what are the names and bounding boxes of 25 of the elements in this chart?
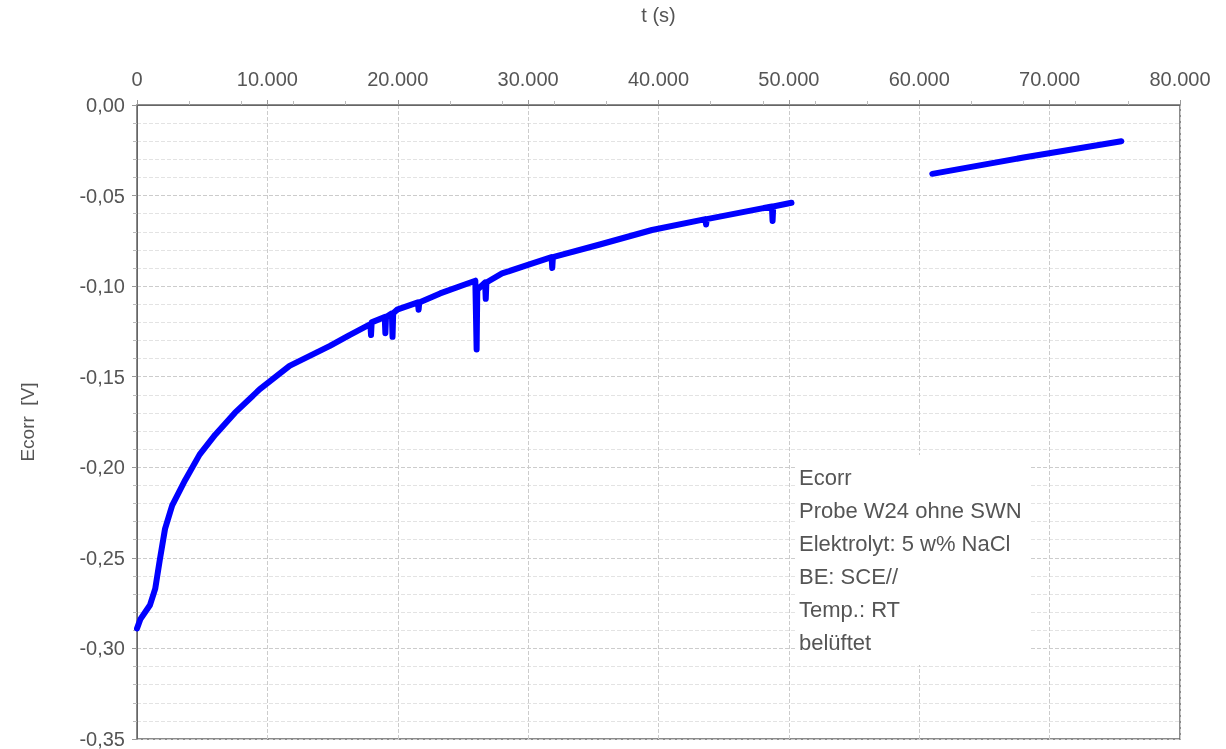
y-tick-label: -0,35 bbox=[79, 728, 125, 749]
x-tick-label: 30.000 bbox=[497, 68, 559, 90]
y-tick-label: -0,15 bbox=[79, 365, 125, 388]
annotation: Temp.: RT bbox=[799, 597, 901, 622]
x-tick-label: 80.000 bbox=[1149, 68, 1211, 90]
x-axis-title: t (s) bbox=[641, 4, 676, 26]
y-tick-label: -0,30 bbox=[79, 637, 125, 660]
annotation: Ecorr bbox=[799, 465, 852, 490]
y-tick-label: -0,20 bbox=[79, 456, 125, 479]
y-tick-label: 0,00 bbox=[86, 94, 125, 116]
y-axis-title: Ecorr [V] bbox=[17, 382, 38, 462]
x-tick-label: 70.000 bbox=[1019, 68, 1081, 90]
y-tick-label: -0,10 bbox=[79, 275, 125, 298]
x-tick-label: 20.000 bbox=[367, 68, 429, 90]
annotation: belüftet bbox=[799, 630, 872, 655]
annotation: Elektrolyt: 5 w% NaCl bbox=[799, 531, 1011, 556]
y-tick-label: -0,05 bbox=[79, 184, 125, 207]
x-tick-label: 10.000 bbox=[236, 68, 298, 90]
annotation: BE: SCE// bbox=[799, 564, 899, 589]
y-tick-label: -0,25 bbox=[79, 546, 125, 569]
x-tick-label: 50.000 bbox=[758, 68, 820, 90]
annotation: Probe W24 ohne SWN bbox=[799, 498, 1022, 523]
x-tick-label: 40.000 bbox=[627, 68, 690, 90]
x-tick-label: 0 bbox=[131, 68, 143, 90]
x-tick-label: 60.000 bbox=[888, 68, 950, 90]
